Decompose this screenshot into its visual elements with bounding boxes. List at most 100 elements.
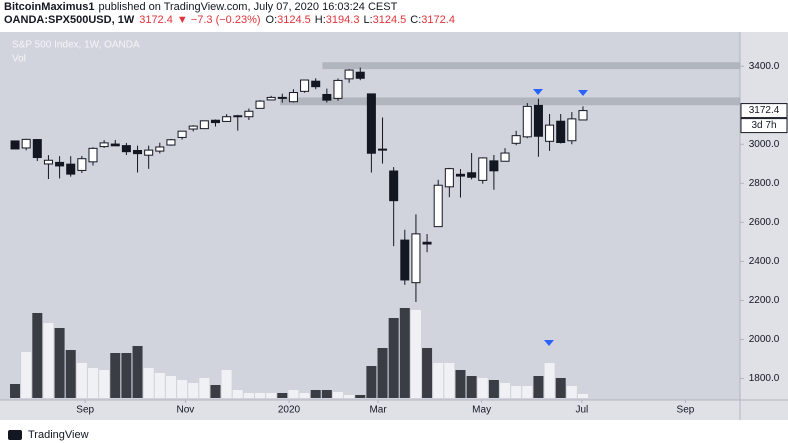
volume-bar <box>511 386 522 398</box>
symbol: OANDA:SPX500USD, 1W <box>4 14 135 26</box>
candle-body <box>400 239 410 281</box>
high-label: H: <box>315 14 326 26</box>
volume-bar <box>466 376 477 398</box>
volume-bar <box>54 328 65 398</box>
volume-bar <box>65 350 76 398</box>
volume-bar <box>288 390 299 398</box>
candle-body <box>32 139 42 159</box>
brand-logo: TradingView <box>8 429 89 441</box>
volume-bar <box>522 386 533 398</box>
candle-body <box>333 79 343 99</box>
volume-bar <box>43 323 54 398</box>
volume-bar <box>433 363 444 398</box>
y-tick-label: 2000.0 <box>749 334 780 345</box>
volume-bar <box>154 373 165 398</box>
candle-body <box>88 147 98 163</box>
x-tick-label: May <box>472 405 491 416</box>
volume-bar <box>10 384 21 398</box>
volume-bar <box>500 383 511 398</box>
logo-icon <box>8 430 22 440</box>
candle-body <box>556 120 566 143</box>
candle-body <box>110 143 120 147</box>
high-value: 3194.3 <box>326 14 360 26</box>
volume-bar <box>177 380 188 398</box>
volume-bar <box>533 376 544 398</box>
change: ▼ −7.3 (−0.23%) <box>177 14 261 26</box>
header-line-2: OANDA:SPX500USD, 1W 3172.4 ▼ −7.3 (−0.23%)… <box>4 14 455 26</box>
candle-body <box>489 160 499 172</box>
signal-marker <box>533 89 543 95</box>
header-line-1: BitcoinMaximus1 published on TradingView.… <box>4 1 398 13</box>
candle-body <box>133 150 143 155</box>
volume-bar <box>188 383 199 398</box>
volume-bar <box>165 376 176 398</box>
candle-body <box>155 146 165 152</box>
candle-body <box>277 96 287 99</box>
candle-body <box>500 152 510 162</box>
volume-bar <box>21 352 32 398</box>
volume-bar <box>566 386 577 398</box>
countdown-box <box>740 118 788 134</box>
y-tick-label: 2400.0 <box>749 256 780 267</box>
candle-body <box>344 69 354 80</box>
volume-bar <box>355 395 366 398</box>
candle-body <box>522 105 532 138</box>
volume-bar <box>255 393 266 398</box>
y-tick-label: 2200.0 <box>749 295 780 306</box>
volume-bar <box>32 313 43 398</box>
volume-bar <box>277 393 288 398</box>
candle-body <box>188 125 198 130</box>
candle-body <box>366 93 376 154</box>
volume-bar <box>299 393 310 398</box>
volume-bar <box>577 394 588 398</box>
candle-body <box>166 139 176 146</box>
candle-body <box>233 115 243 118</box>
candle-body <box>511 135 521 144</box>
candle-body <box>288 92 298 103</box>
close-value: 3172.4 <box>421 14 455 26</box>
volume-bar <box>232 390 243 398</box>
volume-title: Vol <box>12 54 26 65</box>
candle-body <box>411 233 421 284</box>
volume-bar <box>266 393 277 398</box>
candle-body <box>121 145 131 153</box>
volume-bar <box>410 310 421 398</box>
volume-bar <box>221 370 232 398</box>
volume-bar <box>143 368 154 398</box>
volume-bar <box>121 353 132 398</box>
author: BitcoinMaximus1 <box>4 1 94 13</box>
candle-body <box>10 140 20 150</box>
resistance-zone <box>280 97 740 106</box>
volume-bar <box>455 370 466 398</box>
candle-body <box>77 158 87 171</box>
volume-bar <box>210 385 221 398</box>
volume-bar <box>388 318 399 398</box>
zone-layer <box>280 62 740 106</box>
volume-bar <box>444 363 455 398</box>
candle-body <box>210 119 220 124</box>
candle-body <box>578 110 588 121</box>
candle-layer <box>10 67 588 302</box>
candle-body <box>43 159 53 165</box>
volume-bar <box>544 363 555 398</box>
x-tick-label: Nov <box>177 405 195 416</box>
candle-body <box>378 148 388 151</box>
volume-bar <box>99 370 110 398</box>
volume-layer <box>10 308 588 398</box>
candle-body <box>99 142 109 148</box>
plot-background <box>0 32 740 400</box>
y-tick-label: 2600.0 <box>749 217 780 228</box>
volume-bar <box>76 363 87 398</box>
volume-bar <box>555 378 566 398</box>
last-price: 3172.4 <box>139 14 173 26</box>
x-tick-label: Mar <box>369 405 387 416</box>
volume-bar <box>344 395 355 398</box>
y-tick-label: 3400.0 <box>749 61 780 72</box>
axis-layer: 1800.0 2000.0 2200.0 2400.0 2600.0 2800.0 3000… <box>76 61 788 416</box>
volume-bar <box>87 368 98 398</box>
volume-bar <box>377 348 388 398</box>
volume-bar <box>399 308 410 398</box>
candle-body <box>433 184 443 228</box>
last-price-box <box>740 103 788 119</box>
